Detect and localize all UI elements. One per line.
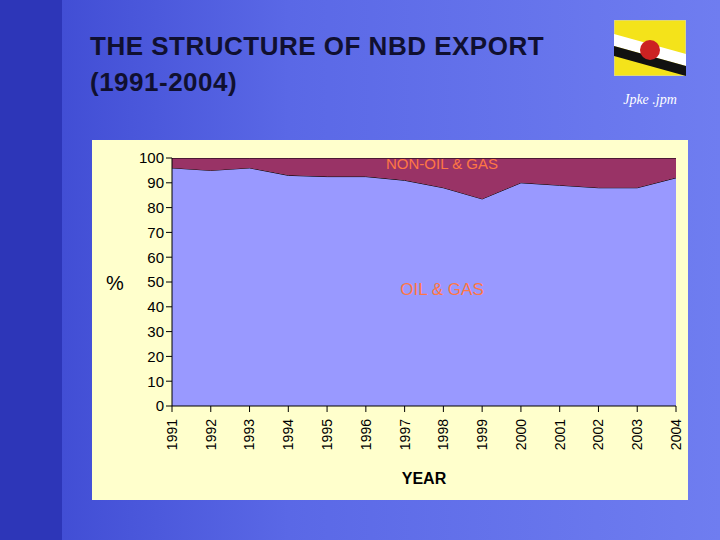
svg-text:0: 0 (156, 397, 164, 414)
svg-text:2003: 2003 (629, 419, 645, 450)
svg-text:60: 60 (147, 249, 164, 266)
html-text:YEAR: YEAR (401, 470, 447, 487)
svg-text:80: 80 (147, 199, 164, 216)
svg-text:1992: 1992 (203, 419, 219, 450)
svg-text:2002: 2002 (590, 419, 606, 450)
svg-text:100: 100 (139, 149, 164, 166)
svg-text:1999: 1999 (474, 419, 490, 450)
html-text:NON-OIL & GAS: NON-OIL & GAS (386, 155, 498, 172)
html-text:OIL & GAS: OIL & GAS (400, 280, 484, 299)
svg-text:20: 20 (147, 348, 164, 365)
svg-text:40: 40 (147, 298, 164, 315)
svg-text:2004: 2004 (668, 419, 684, 450)
svg-text:70: 70 (147, 224, 164, 241)
svg-text:1993: 1993 (241, 419, 257, 450)
svg-text:30: 30 (147, 323, 164, 340)
svg-text:2001: 2001 (552, 419, 568, 450)
svg-text:50: 50 (147, 273, 164, 290)
html-text:Jpke .jpm: Jpke .jpm (623, 92, 677, 107)
svg-text:1995: 1995 (319, 419, 335, 450)
svg-text:1997: 1997 (397, 419, 413, 450)
svg-text:90: 90 (147, 174, 164, 191)
svg-text:1996: 1996 (358, 419, 374, 450)
svg-text:10: 10 (147, 373, 164, 390)
svg-text:2000: 2000 (513, 419, 529, 450)
svg-text:1991: 1991 (164, 419, 180, 450)
svg-text:1998: 1998 (435, 419, 451, 450)
svg-text:1994: 1994 (280, 419, 296, 450)
html-text:THE STRUCTURE OF NBD EXPORT (1: THE STRUCTURE OF NBD EXPORT (1991-2004) (90, 31, 545, 97)
